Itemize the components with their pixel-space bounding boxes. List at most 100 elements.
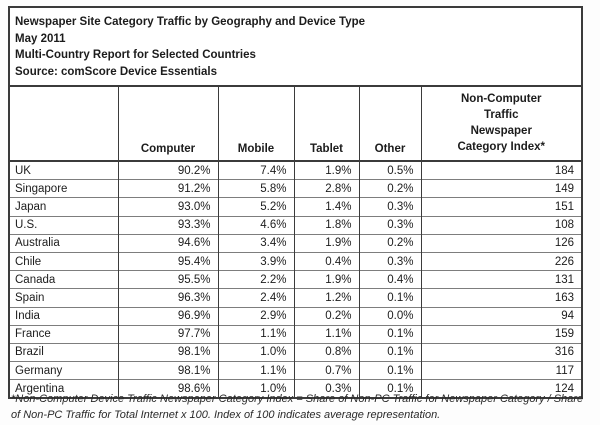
tablet-cell: 0.8% [293, 342, 359, 362]
table-row: Chile 95.4% 3.9% 0.4% 0.3% 226 [10, 251, 581, 271]
country-cell: Chile [10, 251, 118, 271]
col-header-tablet: Tablet [293, 87, 359, 162]
index-cell: 163 [420, 288, 581, 307]
index-cell: 151 [420, 197, 581, 217]
computer-cell: 90.2% [117, 161, 218, 180]
country-cell: Australia [10, 233, 118, 253]
tablet-cell: 1.9% [293, 233, 359, 253]
report-subtitle: Multi-Country Report for Selected Countr… [15, 49, 256, 61]
index-cell: 149 [420, 179, 581, 198]
computer-cell: 93.0% [117, 197, 218, 217]
tablet-cell: 0.7% [293, 361, 359, 380]
mobile-cell: 2.2% [217, 270, 294, 289]
other-cell: 0.1% [358, 379, 421, 398]
col-header-other: Other [358, 87, 421, 162]
country-cell: U.S. [10, 215, 118, 235]
mobile-cell: 1.0% [217, 379, 294, 398]
computer-cell: 95.4% [117, 251, 218, 271]
report-date: May 2011 [15, 32, 66, 45]
other-cell: 0.0% [358, 306, 421, 326]
country-cell: Brazil [10, 342, 118, 362]
title-block: Newspaper Site Category Traffic by Geogr… [10, 8, 581, 87]
mobile-cell: 7.4% [217, 161, 294, 180]
table-row: Canada 95.5% 2.2% 1.9% 0.4% 131 [10, 270, 581, 289]
table-row: Japan 93.0% 5.2% 1.4% 0.3% 151 [10, 197, 581, 217]
mobile-cell: 2.9% [217, 306, 294, 326]
computer-cell: 91.2% [117, 179, 218, 198]
computer-cell: 93.3% [117, 215, 218, 235]
other-cell: 0.1% [358, 342, 421, 362]
tablet-cell: 0.4% [293, 251, 359, 271]
table-row: Germany 98.1% 1.1% 0.7% 0.1% 117 [10, 361, 581, 380]
computer-cell: 98.1% [117, 361, 218, 380]
report-source: Source: comScore Device Essentials [15, 65, 217, 78]
country-cell: UK [10, 161, 118, 180]
tablet-cell: 1.4% [293, 197, 359, 217]
table-row: Australia 94.6% 3.4% 1.9% 0.2% 126 [10, 233, 581, 253]
computer-cell: 95.5% [117, 270, 218, 289]
footnote: *Non-Computer Device Traffic Newspaper C… [11, 393, 584, 421]
computer-cell: 94.6% [117, 233, 218, 253]
tablet-cell: 1.2% [293, 288, 359, 307]
tablet-cell: 1.9% [293, 270, 359, 289]
index-cell: 226 [420, 251, 581, 271]
header-row: Computer Mobile Tablet Other Non-Compute… [10, 87, 581, 162]
index-cell: 159 [420, 324, 581, 344]
tablet-cell: 2.8% [293, 179, 359, 198]
table-row: Spain 96.3% 2.4% 1.2% 0.1% 163 [10, 288, 581, 307]
index-cell: 126 [420, 233, 581, 253]
mobile-cell: 1.1% [217, 324, 294, 344]
other-cell: 0.2% [358, 233, 421, 253]
col-header-country [10, 87, 118, 162]
report-title: Newspaper Site Category Traffic by Geogr… [15, 16, 366, 28]
other-cell: 0.4% [358, 270, 421, 289]
country-cell: Japan [10, 197, 118, 217]
mobile-cell: 4.6% [217, 215, 294, 235]
index-cell: 124 [420, 379, 581, 398]
other-cell: 0.3% [358, 251, 421, 271]
mobile-cell: 1.1% [217, 361, 294, 380]
country-cell: Spain [10, 288, 118, 307]
country-cell: Singapore [10, 179, 118, 198]
traffic-table: Computer Mobile Tablet Other Non-Compute… [10, 87, 581, 398]
table-row: India 96.9% 2.9% 0.2% 0.0% 94 [10, 306, 581, 326]
table-row: U.S. 93.3% 4.6% 1.8% 0.3% 108 [10, 215, 581, 235]
mobile-cell: 1.0% [217, 342, 294, 362]
index-cell: 316 [420, 342, 581, 362]
tablet-cell: 1.9% [293, 161, 359, 180]
table-row: Singapore 91.2% 5.8% 2.8% 0.2% 149 [10, 179, 581, 198]
table-row: France 97.7% 1.1% 1.1% 0.1% 159 [10, 324, 581, 344]
mobile-cell: 2.4% [217, 288, 294, 307]
table-row: Brazil 98.1% 1.0% 0.8% 0.1% 316 [10, 342, 581, 362]
computer-cell: 96.9% [117, 306, 218, 326]
other-cell: 0.3% [358, 215, 421, 235]
computer-cell: 97.7% [117, 324, 218, 344]
index-cell: 117 [420, 361, 581, 380]
mobile-cell: 3.9% [217, 251, 294, 271]
report-table-frame: Newspaper Site Category Traffic by Geogr… [8, 6, 583, 400]
table-body: UK 90.2% 7.4% 1.9% 0.5% 184 Singapore 91.2% 5.8%… [10, 161, 581, 398]
tablet-cell: 1.1% [293, 324, 359, 344]
table-row: Argentina 98.6% 1.0% 0.3% 0.1% 124 [10, 379, 581, 398]
col-header-index: Non-Computer Traffic Newspaper Category … [420, 87, 581, 162]
other-cell: 0.5% [358, 161, 421, 180]
computer-cell: 98.6% [117, 379, 218, 398]
computer-cell: 96.3% [117, 288, 218, 307]
index-cell: 184 [420, 161, 581, 180]
index-cell: 131 [420, 270, 581, 289]
country-cell: France [10, 324, 118, 344]
col-header-mobile: Mobile [217, 87, 294, 162]
table-row: UK 90.2% 7.4% 1.9% 0.5% 184 [10, 161, 581, 180]
country-cell: Argentina [10, 379, 118, 398]
computer-cell: 98.1% [117, 342, 218, 362]
country-cell: Canada [10, 270, 118, 289]
index-cell: 108 [420, 215, 581, 235]
other-cell: 0.1% [358, 288, 421, 307]
mobile-cell: 5.8% [217, 179, 294, 198]
tablet-cell: 1.8% [293, 215, 359, 235]
other-cell: 0.2% [358, 179, 421, 198]
other-cell: 0.1% [358, 361, 421, 380]
mobile-cell: 3.4% [217, 233, 294, 253]
country-cell: India [10, 306, 118, 326]
index-cell: 94 [420, 306, 581, 326]
